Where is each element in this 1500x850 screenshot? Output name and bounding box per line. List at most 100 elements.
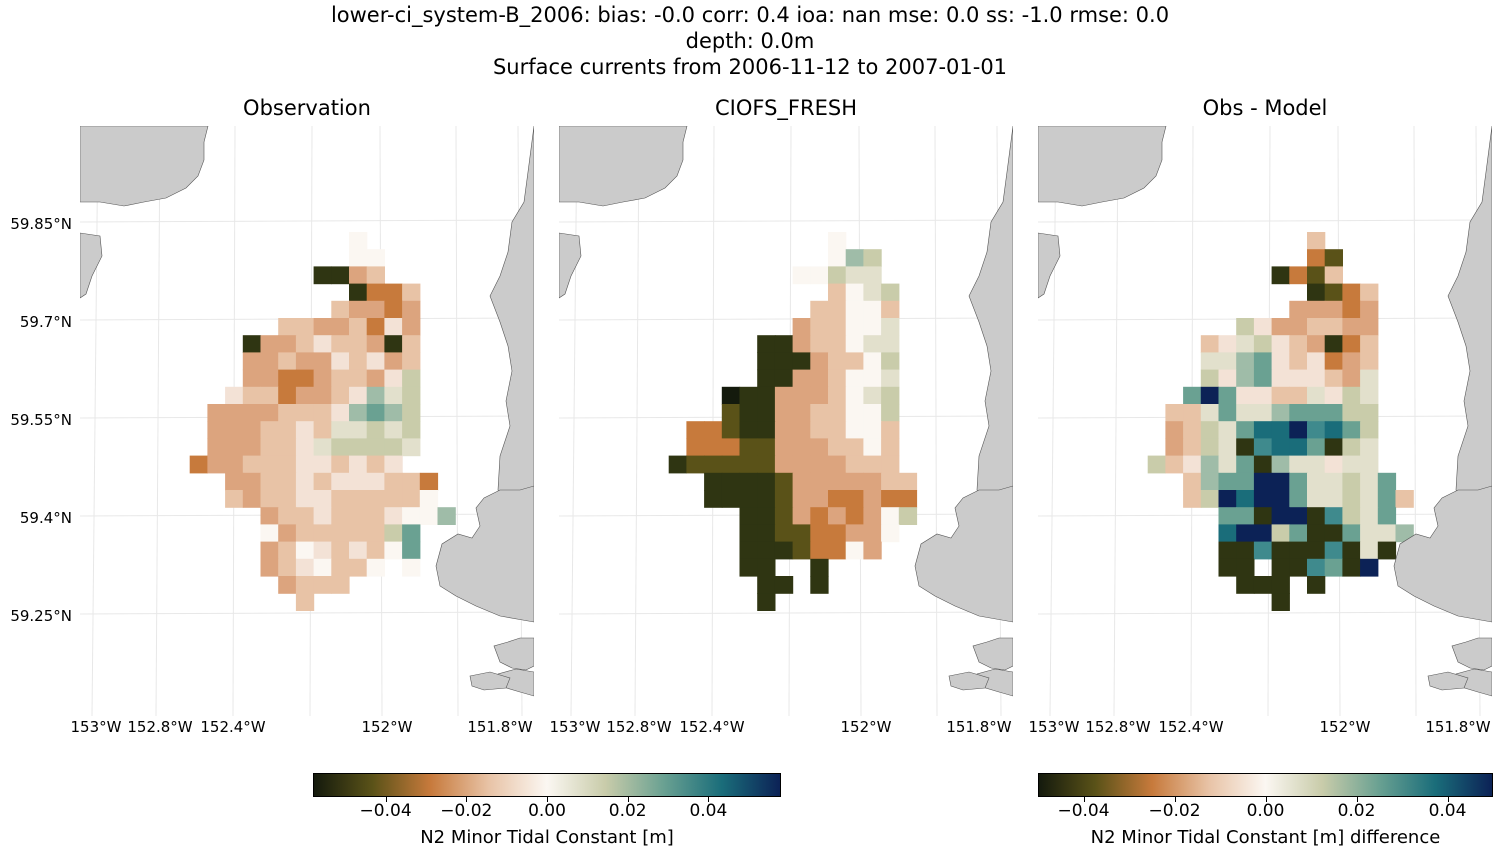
data-cell (295, 369, 315, 388)
data-cell (881, 507, 900, 525)
data-cell (704, 472, 723, 491)
land-polygon (469, 671, 511, 691)
data-cell (1253, 438, 1273, 457)
data-cell (863, 472, 882, 491)
data-cell (1200, 386, 1220, 405)
data-cell (1253, 352, 1273, 371)
data-cell (810, 576, 829, 594)
data-cell (366, 369, 385, 388)
data-cell (1324, 283, 1343, 302)
data-cell (366, 472, 385, 491)
data-cell (792, 541, 811, 560)
data-cell (260, 369, 279, 388)
data-cell (810, 507, 829, 525)
land-polygon (1447, 126, 1492, 522)
data-cell (349, 386, 368, 405)
graticule-line (155, 126, 161, 716)
data-cell (331, 335, 350, 353)
data-cell (810, 369, 829, 388)
data-cell (1253, 507, 1273, 525)
data-cell (792, 318, 811, 336)
data-cell (1360, 386, 1379, 405)
lon-tick-label: 153°W (70, 718, 122, 736)
data-cell (810, 438, 829, 457)
data-cell (260, 472, 279, 491)
data-cell (828, 300, 847, 319)
data-cell (1342, 335, 1361, 353)
data-cell (260, 455, 279, 474)
data-cell (863, 507, 882, 525)
graticule-line (1038, 219, 1492, 223)
data-cell (366, 490, 385, 508)
data-cell (1218, 335, 1237, 353)
graticule-line (1049, 126, 1057, 716)
data-cell (313, 524, 332, 543)
data-cell (313, 455, 332, 474)
data-cell (295, 472, 315, 491)
data-cell (366, 266, 385, 285)
lat-tick-label: 59.4°N (19, 509, 72, 527)
data-cell (189, 455, 208, 474)
data-cell (739, 507, 758, 525)
data-cell (845, 438, 864, 457)
data-cell (1183, 404, 1202, 422)
data-cell (1200, 472, 1220, 491)
data-cell (260, 490, 279, 508)
data-cell (810, 421, 829, 439)
data-cell (1200, 490, 1220, 508)
data-cell (260, 404, 279, 422)
data-cell (845, 541, 864, 560)
data-cell (331, 352, 350, 371)
data-cell (349, 352, 368, 371)
data-cell (278, 421, 297, 439)
data-cell (739, 472, 758, 491)
lat-tick-label: 59.7°N (19, 313, 72, 331)
data-cell (1236, 318, 1255, 336)
data-cell (828, 438, 847, 457)
data-cell (384, 386, 403, 405)
land-polygon (1393, 485, 1492, 623)
data-cell (313, 558, 332, 577)
data-cell (792, 490, 811, 508)
data-cell (686, 421, 705, 439)
data-cell (349, 266, 368, 285)
data-cell (1218, 472, 1237, 491)
data-cell (1200, 369, 1220, 388)
colorbar-tick-label: 0.02 (608, 801, 647, 821)
data-cell (810, 352, 829, 371)
data-cell (1271, 438, 1290, 457)
data-cell (313, 335, 332, 353)
data-cell (1324, 438, 1343, 457)
data-cell (366, 352, 385, 371)
graticule-line (559, 317, 1013, 321)
data-cell (845, 490, 864, 508)
data-cell (704, 438, 723, 457)
data-cell (757, 558, 776, 577)
data-cell (1342, 369, 1361, 388)
data-cell (1200, 438, 1220, 457)
colorbar-tick (1447, 797, 1449, 802)
data-cell (828, 421, 847, 439)
data-cell (1218, 455, 1237, 474)
data-cell (437, 507, 456, 525)
data-cell (1271, 541, 1290, 560)
data-cell (225, 490, 244, 508)
data-cell (1165, 404, 1184, 422)
data-cell (863, 369, 882, 388)
data-cell (384, 472, 403, 491)
land-polygon (559, 232, 582, 299)
graticule-line (91, 126, 99, 716)
graticule-line (455, 126, 459, 716)
data-cell (1307, 438, 1326, 457)
data-cell (278, 352, 297, 371)
data-cell (774, 541, 794, 560)
data-cell (1307, 490, 1326, 508)
data-cell (1253, 490, 1273, 508)
data-cell (366, 524, 385, 543)
data-cell (242, 404, 262, 422)
data-cell (1218, 558, 1237, 577)
data-cell (845, 404, 864, 422)
data-cell (313, 386, 332, 405)
data-cell (1253, 576, 1273, 594)
data-cell (1377, 541, 1397, 560)
